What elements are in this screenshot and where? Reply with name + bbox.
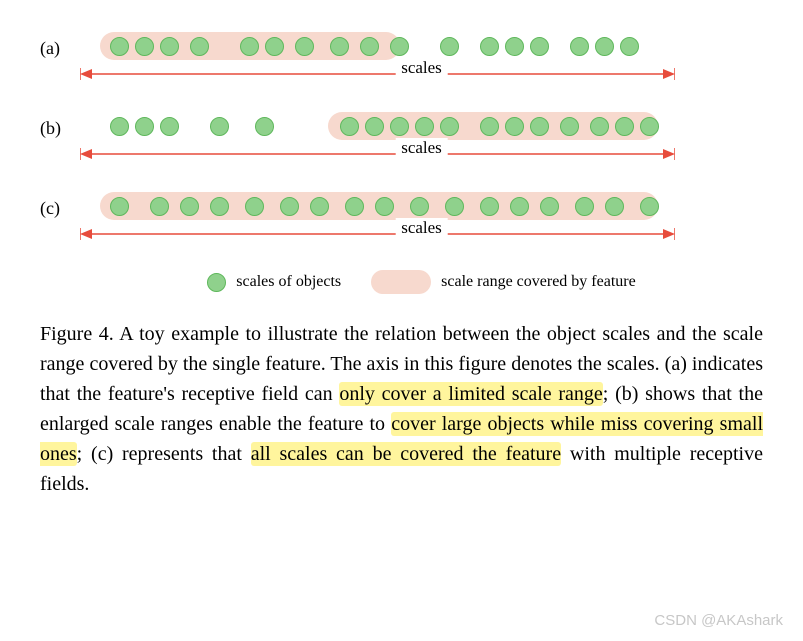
scales-axis-label: scales <box>395 218 448 238</box>
scale-dot <box>530 37 549 56</box>
row-label: (c) <box>40 190 80 219</box>
scale-diagram: (a) scales (b) scales (c) scales <box>40 30 763 250</box>
scales-axis-label: scales <box>395 58 448 78</box>
scale-dot <box>640 197 659 216</box>
scale-dot <box>150 197 169 216</box>
scale-dot <box>390 117 409 136</box>
dot-icon <box>207 273 226 292</box>
scales-range-arrow <box>80 144 675 164</box>
legend-pink-label: scale range covered by feature <box>441 273 636 291</box>
scale-dot <box>560 117 579 136</box>
scale-dot <box>110 37 129 56</box>
object-scale-dots <box>80 117 680 137</box>
scale-dot <box>480 37 499 56</box>
figure-caption: Figure 4. A toy example to illustrate th… <box>40 319 763 499</box>
row-label: (b) <box>40 110 80 139</box>
scale-dot <box>540 197 559 216</box>
caption-text: ; (c) represents that <box>77 443 251 465</box>
scale-dot <box>620 37 639 56</box>
legend: scales of objects scale range covered by… <box>80 270 763 294</box>
diagram-row-0: (a) scales <box>40 30 763 90</box>
scale-dot <box>110 197 129 216</box>
scale-dot <box>440 37 459 56</box>
scale-dot <box>340 117 359 136</box>
scale-dot <box>160 37 179 56</box>
range-icon <box>371 270 431 294</box>
scale-dot <box>245 197 264 216</box>
scale-dot <box>640 117 659 136</box>
legend-dot-label: scales of objects <box>236 273 341 291</box>
scale-dot <box>280 197 299 216</box>
scales-axis-label: scales <box>395 138 448 158</box>
scale-dot <box>590 117 609 136</box>
scale-dot <box>575 197 594 216</box>
caption-highlight-1: only cover a limited scale range <box>339 382 602 406</box>
axis-area: scales <box>80 30 763 90</box>
scale-dot <box>255 117 274 136</box>
scale-dot <box>180 197 199 216</box>
scale-dot <box>595 37 614 56</box>
scale-dot <box>615 117 634 136</box>
object-scale-dots <box>80 197 680 217</box>
scale-dot <box>265 37 284 56</box>
scale-dot <box>330 37 349 56</box>
diagram-row-1: (b) scales <box>40 110 763 170</box>
scales-range-arrow <box>80 224 675 244</box>
scale-dot <box>480 197 499 216</box>
scale-dot <box>135 37 154 56</box>
scale-dot <box>295 37 314 56</box>
axis-area: scales <box>80 190 763 250</box>
axis-area: scales <box>80 110 763 170</box>
scale-dot <box>480 117 499 136</box>
scale-dot <box>210 197 229 216</box>
row-label: (a) <box>40 30 80 59</box>
scale-dot <box>110 117 129 136</box>
scale-dot <box>190 37 209 56</box>
scale-dot <box>135 117 154 136</box>
scale-dot <box>375 197 394 216</box>
scale-dot <box>310 197 329 216</box>
caption-highlight-3: all scales can be covered the feature <box>251 442 561 466</box>
scale-dot <box>530 117 549 136</box>
scale-dot <box>445 197 464 216</box>
scale-dot <box>605 197 624 216</box>
watermark: CSDN @AKAshark <box>654 612 783 629</box>
scales-range-arrow <box>80 64 675 84</box>
scale-dot <box>415 117 434 136</box>
scale-dot <box>240 37 259 56</box>
scale-dot <box>345 197 364 216</box>
scale-dot <box>510 197 529 216</box>
legend-item-range: scale range covered by feature <box>371 270 636 294</box>
scale-dot <box>210 117 229 136</box>
legend-item-dot: scales of objects <box>207 273 341 292</box>
scale-dot <box>410 197 429 216</box>
diagram-row-2: (c) scales <box>40 190 763 250</box>
scale-dot <box>570 37 589 56</box>
scale-dot <box>505 117 524 136</box>
scale-dot <box>505 37 524 56</box>
scale-dot <box>440 117 459 136</box>
scale-dot <box>160 117 179 136</box>
scale-dot <box>360 37 379 56</box>
scale-dot <box>365 117 384 136</box>
object-scale-dots <box>80 37 680 57</box>
scale-dot <box>390 37 409 56</box>
